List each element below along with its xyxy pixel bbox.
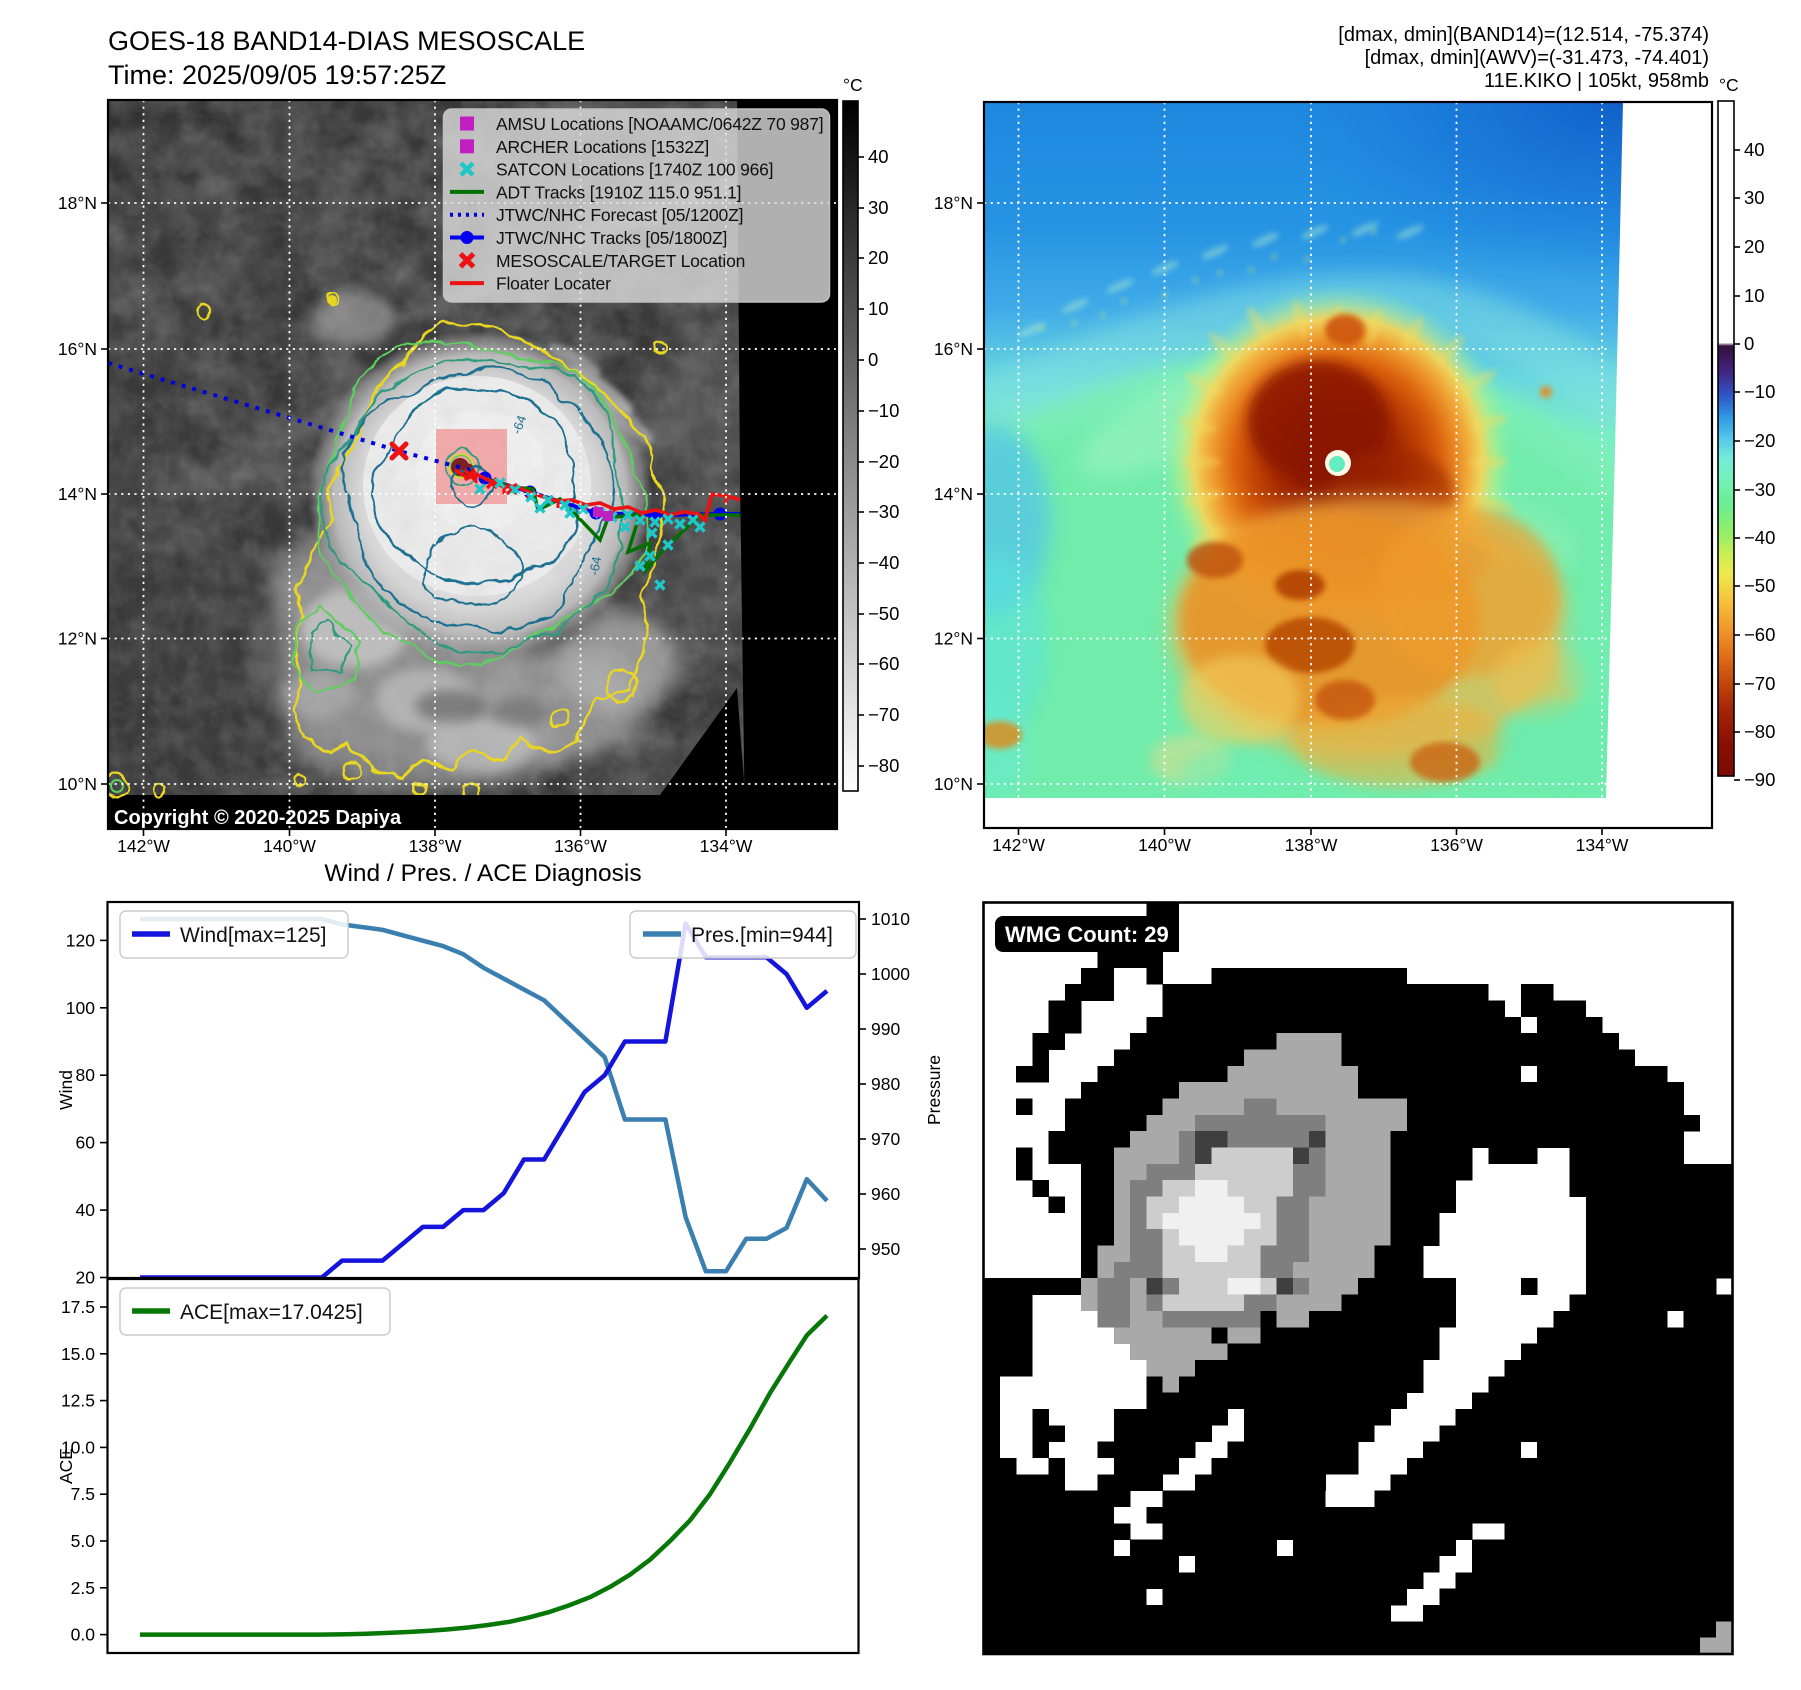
- svg-text:12.5: 12.5: [61, 1391, 95, 1411]
- svg-text:10: 10: [868, 298, 889, 319]
- svg-text:Pressure: Pressure: [924, 1055, 944, 1125]
- svg-text:SATCON Locations [1740Z 100 96: SATCON Locations [1740Z 100 966]: [496, 160, 773, 180]
- svg-text:−20: −20: [868, 451, 899, 472]
- svg-text:1000: 1000: [871, 964, 910, 984]
- svg-text:-64: -64: [509, 413, 530, 436]
- svg-text:−90: −90: [1744, 769, 1775, 790]
- svg-text:20: 20: [76, 1268, 96, 1288]
- svg-text:−50: −50: [1744, 575, 1775, 596]
- svg-text:2.5: 2.5: [71, 1578, 95, 1598]
- svg-text:10°N: 10°N: [934, 774, 973, 794]
- svg-text:°C: °C: [1719, 75, 1739, 95]
- svg-text:[dmax, dmin](AWV)=(-31.473, -7: [dmax, dmin](AWV)=(-31.473, -74.401): [1365, 47, 1709, 69]
- svg-text:Floater Locater: Floater Locater: [496, 274, 611, 294]
- svg-text:−40: −40: [1744, 527, 1775, 548]
- svg-text:−50: −50: [868, 603, 899, 624]
- svg-text:142°W: 142°W: [117, 836, 170, 856]
- svg-text:−70: −70: [1744, 673, 1775, 694]
- svg-text:138°W: 138°W: [409, 836, 462, 856]
- svg-text:−20: −20: [1744, 430, 1775, 451]
- svg-text:14°N: 14°N: [934, 484, 973, 504]
- svg-text:40: 40: [868, 146, 889, 167]
- svg-text:1010: 1010: [871, 909, 910, 929]
- svg-text:JTWC/NHC Forecast [05/1200Z]: JTWC/NHC Forecast [05/1200Z]: [496, 205, 743, 225]
- svg-text:138°W: 138°W: [1285, 835, 1338, 855]
- svg-text:0.0: 0.0: [71, 1625, 96, 1645]
- svg-text:140°W: 140°W: [1138, 835, 1191, 855]
- svg-text:990: 990: [871, 1019, 900, 1039]
- svg-text:15.0: 15.0: [61, 1344, 95, 1364]
- svg-text:16°N: 16°N: [934, 339, 973, 359]
- svg-text:AMSU Locations [NOAAMC/0642Z 7: AMSU Locations [NOAAMC/0642Z 70 987]: [496, 114, 823, 134]
- svg-text:WMG Count: 29: WMG Count: 29: [1005, 922, 1169, 947]
- svg-text:−30: −30: [1744, 479, 1775, 500]
- svg-text:142°W: 142°W: [992, 835, 1045, 855]
- svg-text:60: 60: [76, 1133, 96, 1153]
- svg-text:20: 20: [868, 247, 889, 268]
- svg-text:10°N: 10°N: [58, 774, 97, 794]
- svg-text:10: 10: [1744, 285, 1765, 306]
- svg-text:ARCHER Locations [1532Z]: ARCHER Locations [1532Z]: [496, 137, 709, 157]
- svg-text:ACE: ACE: [56, 1448, 76, 1484]
- svg-text:[dmax, dmin](BAND14)=(12.514,: [dmax, dmin](BAND14)=(12.514, -75.374): [1338, 24, 1709, 46]
- svg-text:−70: −70: [868, 704, 899, 725]
- svg-text:5.0: 5.0: [71, 1531, 96, 1551]
- svg-text:JTWC/NHC Tracks [05/1800Z]: JTWC/NHC Tracks [05/1800Z]: [496, 228, 727, 248]
- svg-text:950: 950: [871, 1239, 900, 1259]
- svg-text:11E.KIKO | 105kt, 958mb: 11E.KIKO | 105kt, 958mb: [1484, 70, 1709, 92]
- svg-text:140°W: 140°W: [263, 836, 316, 856]
- svg-text:30: 30: [868, 197, 889, 218]
- svg-text:80: 80: [76, 1065, 96, 1085]
- svg-text:0: 0: [1744, 333, 1754, 354]
- svg-text:10.0: 10.0: [61, 1437, 95, 1457]
- svg-text:12°N: 12°N: [58, 629, 97, 649]
- svg-text:30: 30: [1744, 187, 1765, 208]
- svg-text:−80: −80: [1744, 721, 1775, 742]
- svg-text:°C: °C: [843, 75, 863, 95]
- svg-text:18°N: 18°N: [58, 193, 97, 213]
- svg-text:136°W: 136°W: [1430, 835, 1483, 855]
- svg-text:ACE[max=17.0425]: ACE[max=17.0425]: [180, 1301, 363, 1324]
- svg-text:7.5: 7.5: [71, 1484, 95, 1504]
- svg-text:970: 970: [871, 1129, 900, 1149]
- svg-text:134°W: 134°W: [1576, 835, 1629, 855]
- svg-text:-64: -64: [586, 555, 604, 576]
- svg-text:Pres.[min=944]: Pres.[min=944]: [691, 924, 833, 947]
- svg-text:GOES-18 BAND14-DIAS MESOSCALE: GOES-18 BAND14-DIAS MESOSCALE: [108, 26, 585, 56]
- svg-text:120: 120: [66, 930, 95, 950]
- svg-text:−40: −40: [868, 552, 899, 573]
- svg-text:Wind[max=125]: Wind[max=125]: [180, 924, 327, 947]
- svg-text:100: 100: [66, 998, 95, 1018]
- svg-text:−10: −10: [868, 400, 899, 421]
- svg-text:14°N: 14°N: [58, 484, 97, 504]
- svg-text:−60: −60: [1744, 624, 1775, 645]
- svg-text:−80: −80: [868, 755, 899, 776]
- svg-text:ADT Tracks [1910Z 115.0 951.1]: ADT Tracks [1910Z 115.0 951.1]: [496, 182, 741, 202]
- svg-text:−10: −10: [1744, 381, 1775, 402]
- svg-text:−30: −30: [868, 501, 899, 522]
- svg-text:MESOSCALE/TARGET Location: MESOSCALE/TARGET Location: [496, 251, 745, 271]
- svg-text:Time: 2025/09/05 19:57:25Z: Time: 2025/09/05 19:57:25Z: [108, 60, 446, 90]
- svg-text:980: 980: [871, 1074, 900, 1094]
- svg-text:Copyright © 2020-2025 Dapiya: Copyright © 2020-2025 Dapiya: [114, 807, 402, 829]
- svg-text:40: 40: [76, 1200, 96, 1220]
- svg-text:136°W: 136°W: [554, 836, 607, 856]
- svg-text:960: 960: [871, 1184, 900, 1204]
- svg-text:134°W: 134°W: [700, 836, 753, 856]
- svg-text:Wind / Pres. / ACE Diagnosis: Wind / Pres. / ACE Diagnosis: [324, 860, 641, 887]
- svg-text:Wind: Wind: [56, 1070, 76, 1110]
- svg-text:−60: −60: [868, 653, 899, 674]
- svg-text:17.5: 17.5: [61, 1297, 95, 1317]
- svg-text:40: 40: [1744, 139, 1765, 160]
- svg-text:0: 0: [868, 349, 878, 370]
- svg-text:20: 20: [1744, 236, 1765, 257]
- svg-text:18°N: 18°N: [934, 193, 973, 213]
- svg-text:16°N: 16°N: [58, 339, 97, 359]
- svg-text:12°N: 12°N: [934, 629, 973, 649]
